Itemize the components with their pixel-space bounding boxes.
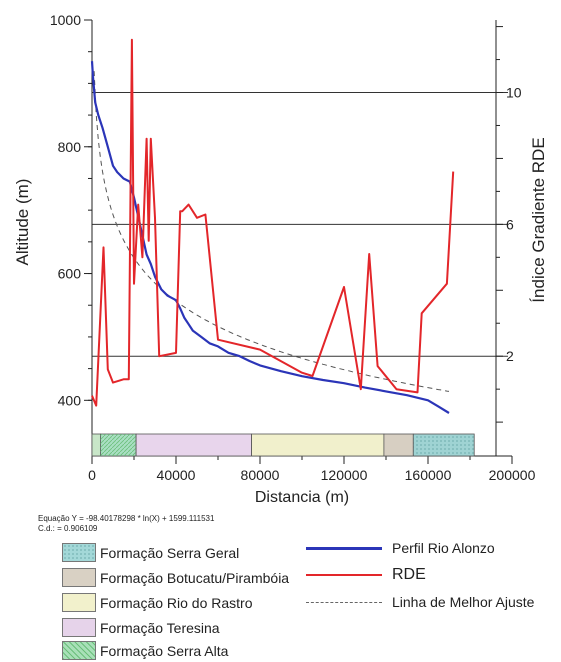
legend-swatch-serra-alta xyxy=(62,641,96,660)
rde-line xyxy=(91,38,455,407)
x-tick-label: 80000 xyxy=(241,467,280,483)
y-left-tick-label: 600 xyxy=(58,266,82,282)
legend-formation-teresina: Formação Teresina xyxy=(62,618,220,637)
y-right-tick-label: 10 xyxy=(506,85,522,101)
legend-label: Formação Rio do Rastro xyxy=(100,594,253,611)
regression-equation: Equação Y = -98.40178298 * ln(X) + 1599.… xyxy=(38,514,214,534)
formation-segment xyxy=(135,433,253,457)
perfil-rio-alonzo-line xyxy=(90,61,450,414)
y-axis-label-left: Altitude (m) xyxy=(13,179,32,266)
x-tick-label: 120000 xyxy=(321,467,368,483)
x-tick-label: 40000 xyxy=(157,467,196,483)
equation-text: Equação Y = -98.40178298 * ln(X) + 1599.… xyxy=(38,514,215,523)
formation-segment xyxy=(251,433,385,457)
legend-line-rde: RDE xyxy=(306,566,426,584)
legend-key-best-fit xyxy=(306,601,382,603)
legend-formation-botucatu: Formação Botucatu/Pirambóia xyxy=(62,568,289,587)
legend-swatch-serra-geral xyxy=(62,543,96,562)
formation-pattern xyxy=(100,434,137,456)
legend-label: Formação Serra Geral xyxy=(100,544,240,561)
x-tick-label: 160000 xyxy=(405,467,452,483)
legend-formation-serra-geral: Formação Serra Geral xyxy=(62,543,239,562)
y-left-tick-label: 800 xyxy=(58,139,82,155)
formation-segment xyxy=(383,433,414,457)
legend-label: RDE xyxy=(392,566,426,583)
legend-swatch-botucatu xyxy=(62,568,96,587)
legend-formation-serra-alta: Formação Serra Alta xyxy=(62,641,228,660)
x-axis-label: Distancia (m) xyxy=(255,489,349,506)
x-tick-label: 0 xyxy=(88,467,96,483)
y-right-tick-label: 6 xyxy=(506,216,514,232)
formation-pattern xyxy=(413,434,475,456)
legend-swatch-rio-do-rastro xyxy=(62,593,96,612)
legend-key-perfil xyxy=(306,546,382,550)
x-tick-label: 200000 xyxy=(489,467,536,483)
legend-line-perfil: Perfil Rio Alonzo xyxy=(306,540,495,556)
legend-formation-rio-do-rastro: Formação Rio do Rastro xyxy=(62,593,253,612)
y-left-tick-label: 400 xyxy=(58,392,82,408)
legend-label: Formação Serra Alta xyxy=(100,642,229,659)
legend-label: Formação Teresina xyxy=(100,619,220,636)
coefficient-text: C.d.: = 0.906109 xyxy=(38,524,98,533)
legend-key-rde xyxy=(306,574,382,576)
y-axis-label-right: Índice Gradiente RDE xyxy=(529,137,548,302)
formation-segment xyxy=(91,433,101,457)
legend-label: Perfil Rio Alonzo xyxy=(392,540,495,556)
legend-swatch-teresina xyxy=(62,618,96,637)
y-right-tick-label: 2 xyxy=(506,348,514,364)
legend-label: Formação Botucatu/Pirambóia xyxy=(100,569,290,586)
chart-svg: 400 600 800 1000 2 6 10 0 40000 80000 120000 160000… xyxy=(13,12,548,506)
best-fit-line xyxy=(93,71,450,392)
legend-label: Linha de Melhor Ajuste xyxy=(392,594,535,610)
y-left-tick-label: 1000 xyxy=(50,12,81,28)
legend-line-best-fit: Linha de Melhor Ajuste xyxy=(306,594,534,610)
